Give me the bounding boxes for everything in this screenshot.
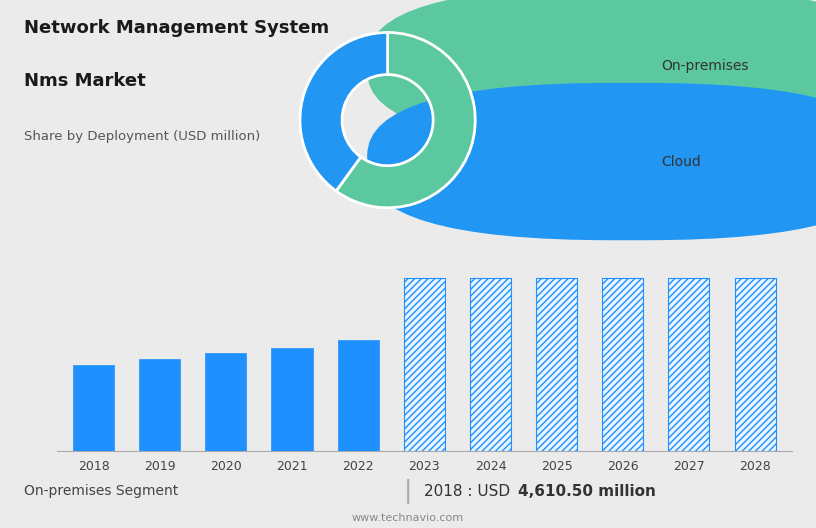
Text: www.technavio.com: www.technavio.com (352, 514, 464, 523)
Bar (602, 278, 643, 451)
Text: 2018 : USD: 2018 : USD (424, 484, 516, 498)
Text: Share by Deployment (USD million): Share by Deployment (USD million) (24, 130, 261, 143)
FancyBboxPatch shape (367, 83, 816, 240)
Text: Cloud: Cloud (661, 155, 701, 168)
Wedge shape (336, 33, 475, 208)
Text: Network Management System: Network Management System (24, 19, 330, 37)
FancyBboxPatch shape (367, 0, 816, 144)
Bar (272, 348, 313, 451)
Bar (338, 340, 379, 451)
Text: 4,610.50 million: 4,610.50 million (518, 484, 656, 498)
Text: On-premises: On-premises (661, 59, 748, 72)
Bar (73, 364, 114, 451)
Text: |: | (404, 478, 412, 504)
Bar (536, 278, 577, 451)
Bar (470, 278, 511, 451)
Bar (734, 278, 776, 451)
Bar (668, 278, 709, 451)
Bar (140, 359, 180, 451)
Text: Nms Market: Nms Market (24, 72, 146, 90)
Wedge shape (300, 33, 388, 191)
Bar (206, 353, 246, 451)
Bar (404, 278, 445, 451)
Text: On-premises Segment: On-premises Segment (24, 484, 179, 498)
